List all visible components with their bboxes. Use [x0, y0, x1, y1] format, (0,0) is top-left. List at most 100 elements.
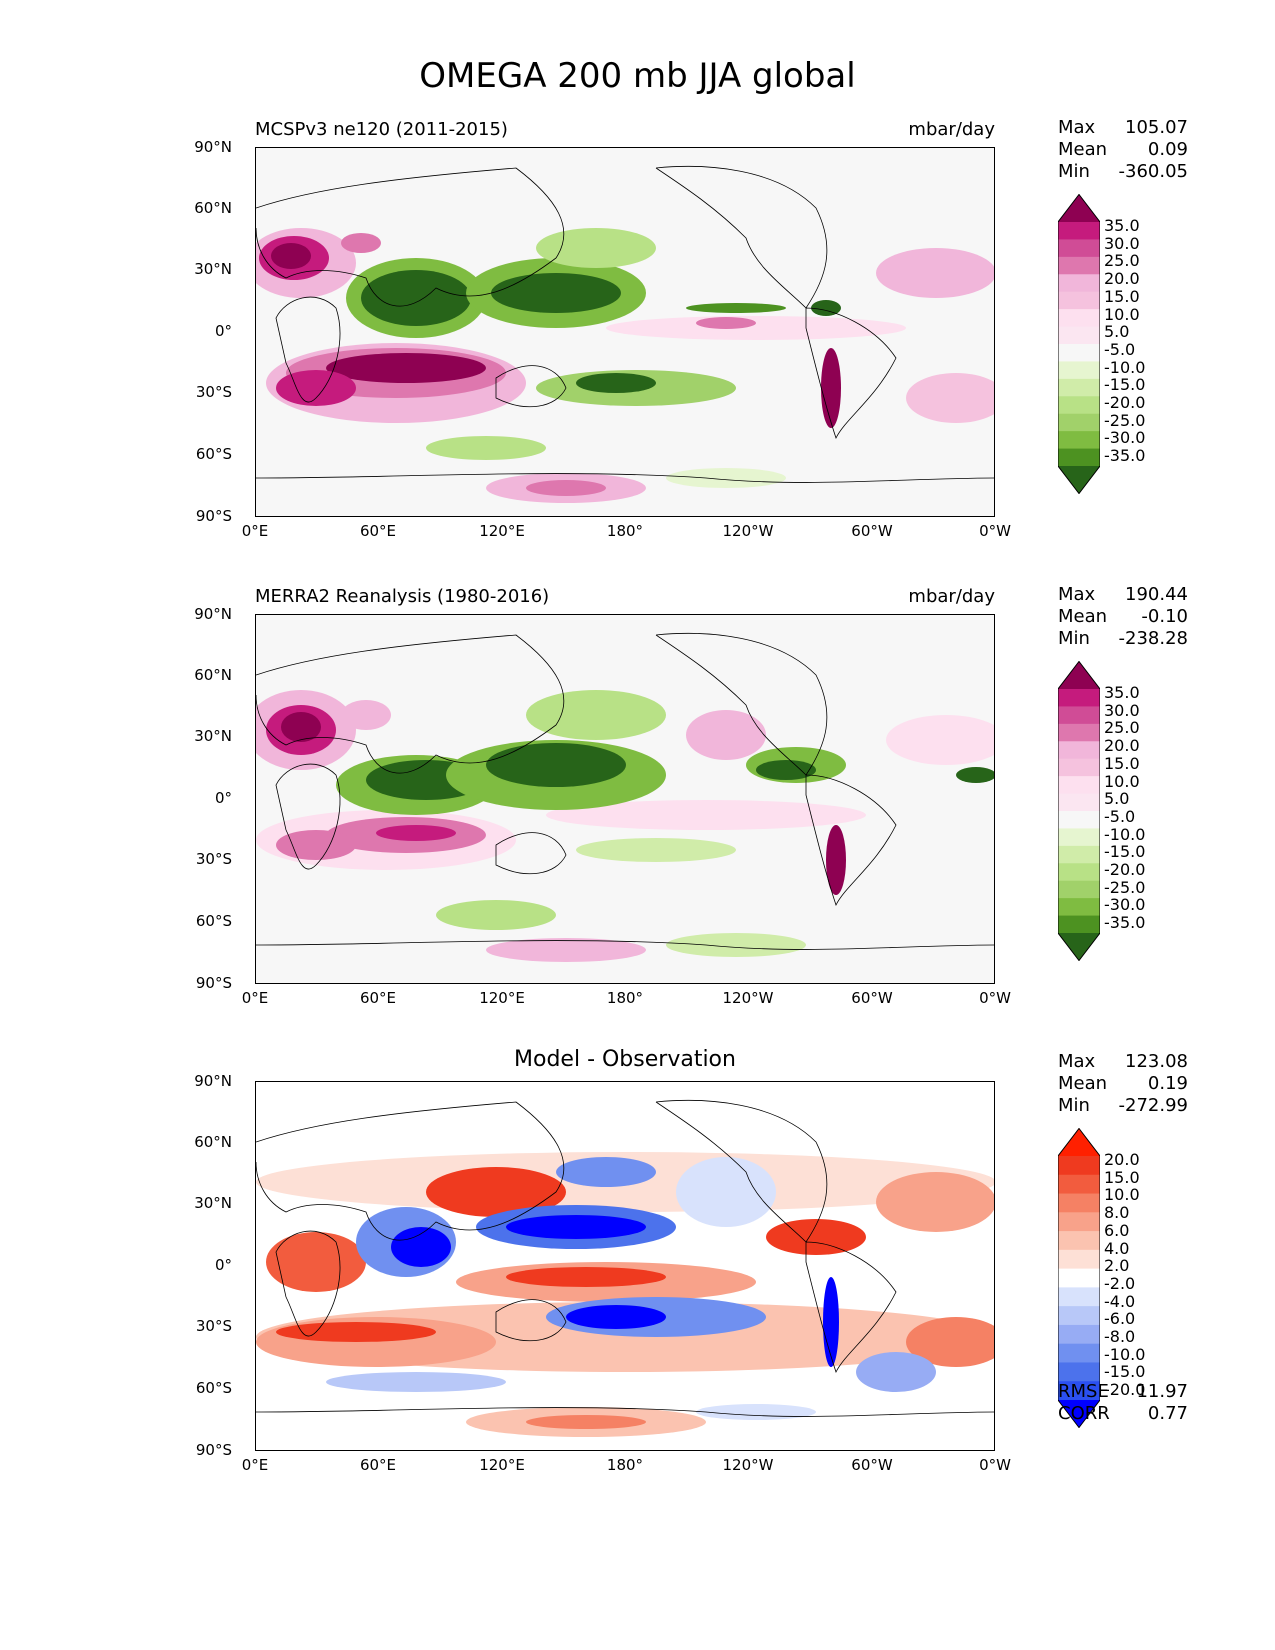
colorbar-segment: [1058, 828, 1100, 847]
colorbar-segment: [1058, 413, 1100, 432]
stats-block: Max 105.07 Mean 0.09 Min -360.05: [1058, 117, 1188, 183]
x-tick-label: 60°E: [359, 989, 397, 1007]
colorbar-label: 5.0: [1104, 322, 1130, 342]
colorbar-label: 20.0: [1104, 269, 1140, 289]
x-tick-label: 0°E: [241, 989, 269, 1007]
colorbar-segment: [1058, 793, 1100, 812]
stat-label: Max: [1058, 117, 1096, 138]
colorbar-label: 8.0: [1104, 1203, 1130, 1223]
model-field: [256, 148, 994, 516]
colorbar-segment: [1058, 915, 1100, 934]
colorbar-label: -10.0: [1104, 1344, 1146, 1364]
colorbar-label: 10.0: [1104, 1185, 1140, 1205]
x-tick-label: 180°: [606, 989, 644, 1007]
y-tick-label: 90°N: [194, 1072, 232, 1090]
y-tick-label: 30°N: [194, 260, 232, 278]
panel-title-left: MERRA2 Reanalysis (1980-2016): [255, 586, 550, 607]
x-tick-label: 120°W: [722, 989, 774, 1007]
colorbar-segment: [1058, 1362, 1100, 1382]
x-tick-label: 60°E: [359, 522, 397, 540]
panel-difference: Model - Observation: [0, 1047, 1275, 1521]
metric-value: 0.77: [1147, 1403, 1188, 1424]
y-tick-label: 90°S: [195, 974, 232, 992]
panel-units: mbar/day: [908, 119, 995, 140]
stat-value: 0.19: [1147, 1073, 1188, 1094]
stat-label: Mean: [1058, 606, 1108, 627]
x-tick-label: 0°W: [979, 1456, 1011, 1474]
colorbar-segment: [1058, 1231, 1100, 1251]
colorbar-segment: [1058, 845, 1100, 864]
colorbar-label: -5.0: [1104, 806, 1136, 826]
stat-label: Max: [1058, 584, 1096, 605]
colorbar-label: -20.0: [1104, 1380, 1146, 1400]
stat-label: Mean: [1058, 1073, 1108, 1094]
colorbar-segment: [1058, 344, 1100, 362]
colorbar-label: -25.0: [1104, 410, 1146, 430]
colorbar-label: 6.0: [1104, 1220, 1130, 1240]
colorbar-extend-bottom: [1058, 1400, 1100, 1428]
colorbar-label: 30.0: [1104, 700, 1140, 720]
colorbar-label: 10.0: [1104, 304, 1140, 324]
y-tick-label: 90°S: [195, 507, 232, 525]
stat-value: 190.44: [1125, 584, 1188, 605]
colorbar-segment: [1058, 880, 1100, 899]
colorbar-label: -15.0: [1104, 842, 1146, 862]
colorbar-label: 30.0: [1104, 233, 1140, 253]
stat-value: 123.08: [1125, 1051, 1188, 1072]
colorbar-label: 10.0: [1104, 771, 1140, 791]
y-tick-label: 0°: [214, 789, 232, 807]
panel-title-left: MCSPv3 ne120 (2011-2015): [255, 119, 508, 140]
colorbar-pig: [1057, 193, 1101, 495]
stat-label: Mean: [1058, 139, 1108, 160]
colorbar-extend-bottom: [1058, 466, 1100, 494]
colorbar-segment: [1058, 1381, 1100, 1401]
colorbar-segment: [1058, 378, 1100, 397]
panel-units: mbar/day: [908, 586, 995, 607]
y-tick-label: 0°: [214, 322, 232, 340]
colorbar-segment: [1058, 776, 1100, 795]
stat-value: -0.10: [1141, 606, 1188, 627]
stat-value: 105.07: [1125, 117, 1188, 138]
colorbar-segment: [1058, 396, 1100, 415]
colorbar-segment: [1058, 758, 1100, 777]
colorbar-segment: [1058, 239, 1100, 258]
x-tick-label: 60°W: [851, 989, 893, 1007]
colorbar-segment: [1058, 1156, 1100, 1176]
y-tick-label: 30°N: [194, 727, 232, 745]
metric-label: RMSE: [1058, 1381, 1109, 1402]
x-tick-label: 0°E: [241, 1456, 269, 1474]
colorbar-label: 35.0: [1104, 216, 1140, 235]
colorbar-label: -2.0: [1104, 1273, 1136, 1293]
colorbar-segment: [1058, 326, 1100, 345]
colorbar-segment: [1058, 309, 1100, 328]
stat-label: Min: [1058, 161, 1090, 182]
x-tick-label: 60°W: [851, 1456, 893, 1474]
stat-label: Max: [1058, 1051, 1096, 1072]
y-tick-label: 60°N: [194, 1133, 232, 1151]
colorbar-label: -4.0: [1104, 1291, 1136, 1311]
stat-value: 0.09: [1147, 139, 1188, 160]
colorbar-segment: [1058, 1249, 1100, 1270]
panel-observation: MERRA2 Reanalysis (1980-2016) mbar/day: [0, 584, 1275, 1014]
stat-value: -238.28: [1118, 628, 1188, 649]
x-tick-label: 180°: [606, 522, 644, 540]
colorbar-segment: [1058, 222, 1100, 240]
colorbar-segment: [1058, 811, 1100, 829]
colorbar-label: 5.0: [1104, 789, 1130, 809]
panel-model: MCSPv3 ne120 (2011-2015) mbar/day: [0, 117, 1275, 547]
colorbar-extend-top: [1058, 1128, 1100, 1156]
x-tick-label: 120°E: [479, 1456, 525, 1474]
observation-field: [256, 615, 994, 983]
metric-value: 11.97: [1136, 1381, 1188, 1402]
colorbar-label: -30.0: [1104, 895, 1146, 915]
y-tick-label: 30°S: [195, 383, 232, 401]
colorbar-segment: [1058, 706, 1100, 725]
y-tick-label: 0°: [214, 1256, 232, 1274]
colorbar-label: -5.0: [1104, 339, 1136, 359]
colorbar-segment: [1058, 1343, 1100, 1363]
colorbar-labels: 35.0 30.0 25.0 20.0 15.0 10.0 5.0 -5.0 -…: [1104, 217, 1145, 465]
colorbar: [1057, 660, 1101, 965]
colorbar-segment: [1058, 274, 1100, 293]
colorbar-extend-top: [1058, 194, 1100, 222]
map-model: [255, 147, 995, 517]
